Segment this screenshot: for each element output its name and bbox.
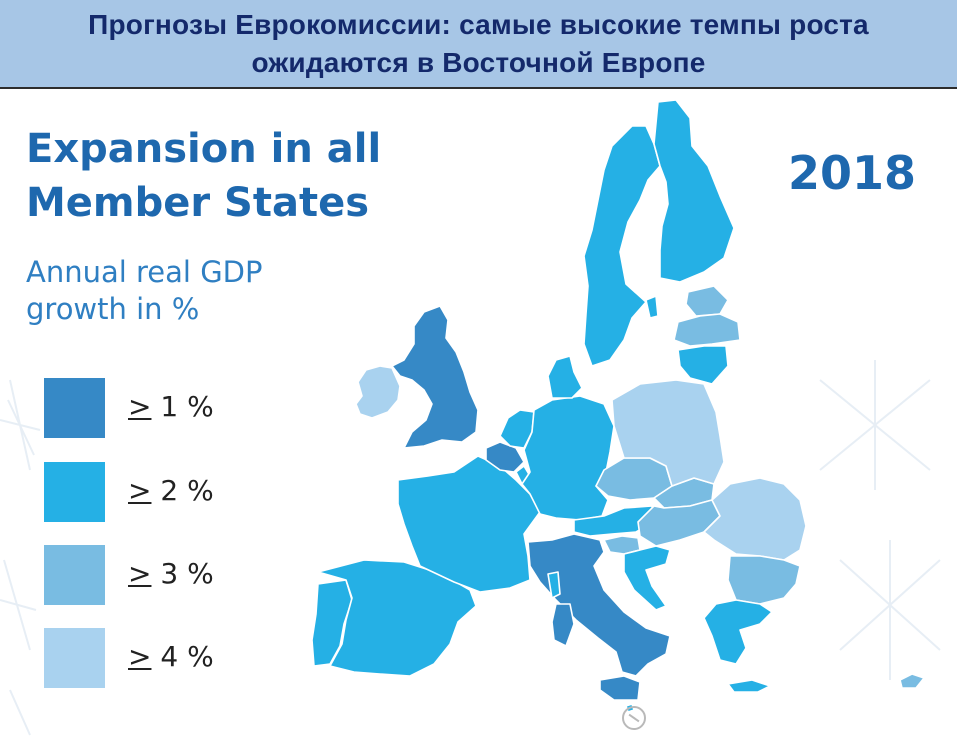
banner-line-1: Прогнозы Еврокомиссии: самые высокие тем… [88,8,869,40]
headline-line-2: Member States [26,180,370,226]
legend-label: > 1 % [128,390,214,423]
banner: Прогнозы Еврокомиссии: самые высокие тем… [0,0,957,89]
region-dk [547,355,583,399]
region-fr [397,455,541,593]
snowflake-decoration-right [819,360,941,680]
legend-value: 2 % [160,474,214,507]
legend-symbol: > [128,640,152,673]
region-ie [355,365,401,419]
legend-value: 3 % [160,557,214,590]
legend-label: > 2 % [128,474,214,507]
region-ee [685,285,729,317]
legend-value: 4 % [160,640,214,673]
region-gr [703,599,773,665]
legend-label: > 4 % [128,640,214,673]
eu-map [0,99,941,736]
legend-swatch [44,545,105,605]
banner-line-2: ожидаются в Восточной Европе [251,46,706,78]
legend-symbol: > [128,474,152,507]
legend-label: > 3 % [128,557,214,590]
legend-swatch [44,628,105,688]
year-label: 2018 [788,146,917,200]
region-hr [623,545,671,611]
compass-icon [622,706,646,730]
region-ro [703,477,807,561]
legend-swatch [44,462,105,522]
legend-symbol: > [128,390,152,423]
region-lt [677,345,729,385]
subtitle-line-2: growth in % [26,292,200,326]
legend-symbol: > [128,557,152,590]
region-sicily [599,675,641,701]
region-bg [727,555,801,605]
region-crete [727,679,771,693]
region-cy [899,673,925,689]
region-pl [611,379,725,487]
region-fi [653,99,735,283]
region-sardinia [551,603,575,647]
region-uk [391,305,479,449]
region-gotland [645,295,659,319]
legend-value: 1 % [160,390,214,423]
headline-line-1: Expansion in all [26,126,382,172]
subtitle: Annual real GDP growth in % [26,254,263,328]
region-se [583,125,661,367]
region-corsica [547,571,561,599]
legend-swatch [44,378,105,438]
subtitle-line-1: Annual real GDP [26,255,263,289]
snowflake-decoration-left [0,379,41,736]
headline: Expansion in all Member States [26,122,381,230]
region-de [521,395,615,521]
region-be [485,441,525,473]
region-lv [673,313,741,347]
